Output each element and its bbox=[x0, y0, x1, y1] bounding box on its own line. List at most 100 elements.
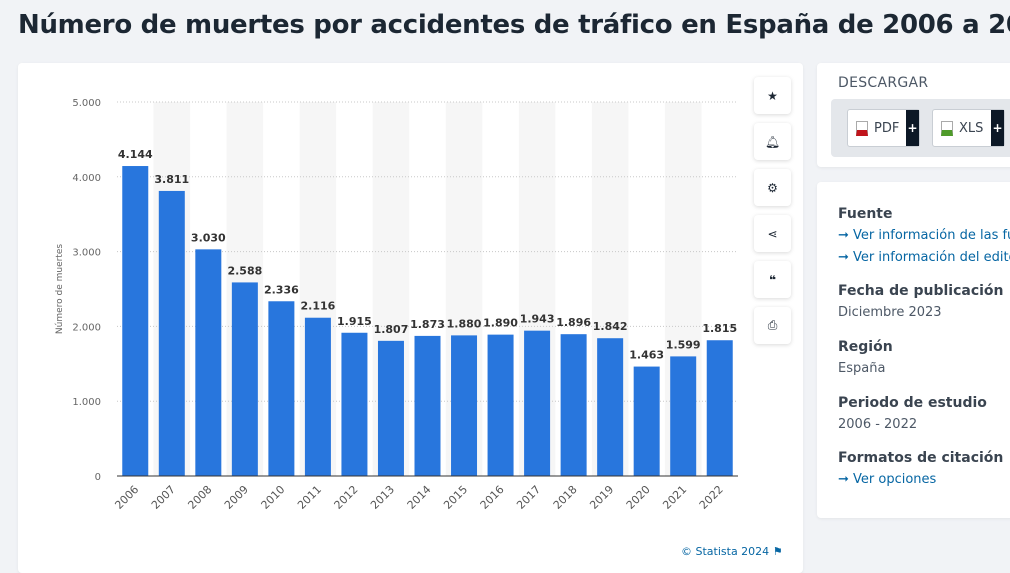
data-label: 1.880 bbox=[447, 317, 482, 330]
x-tick-label: 2018 bbox=[551, 483, 580, 512]
print-icon: ⎙ bbox=[767, 318, 778, 332]
x-tick-label: 2021 bbox=[660, 483, 689, 512]
download-options: PDF + XLS + bbox=[831, 99, 1010, 157]
data-label: 2.336 bbox=[264, 283, 299, 296]
bar bbox=[633, 366, 660, 476]
x-tick-label: 2020 bbox=[624, 483, 653, 512]
x-tick-label: 2009 bbox=[222, 483, 251, 512]
statista-credit[interactable]: © Statista 2024 ⚑ bbox=[681, 545, 783, 558]
y-tick-label: 3.000 bbox=[72, 248, 101, 259]
data-label: 4.144 bbox=[118, 148, 153, 161]
x-tick-label: 2012 bbox=[332, 483, 361, 512]
bar bbox=[122, 166, 149, 476]
bar bbox=[451, 335, 478, 476]
y-tick-label: 4.000 bbox=[72, 173, 101, 184]
x-tick-label: 2006 bbox=[112, 483, 141, 512]
x-tick-label: 2016 bbox=[478, 483, 507, 512]
data-label: 3.030 bbox=[191, 231, 226, 244]
download-title: DESCARGAR bbox=[838, 75, 929, 91]
plus-icon: + bbox=[906, 110, 919, 146]
bar bbox=[231, 282, 258, 476]
pdf-file-icon bbox=[856, 120, 868, 136]
favorite-button[interactable]: ★ bbox=[754, 77, 791, 114]
region-value: España bbox=[838, 361, 886, 376]
plus-icon: + bbox=[991, 110, 1004, 146]
data-label: 1.599 bbox=[666, 338, 701, 351]
data-label: 1.873 bbox=[410, 318, 445, 331]
data-label: 1.896 bbox=[556, 316, 591, 329]
data-label: 1.943 bbox=[520, 313, 555, 326]
region-heading: Región bbox=[838, 339, 893, 355]
flag-icon: ⚑ bbox=[772, 545, 783, 558]
download-card: DESCARGAR PDF + XLS + bbox=[817, 63, 1010, 167]
x-tick-label: 2010 bbox=[259, 483, 288, 512]
data-label: 1.815 bbox=[702, 322, 737, 335]
bar bbox=[158, 190, 185, 476]
data-label: 1.890 bbox=[483, 317, 518, 330]
bar bbox=[304, 317, 331, 476]
info-card: Fuente ➞ Ver información de las fuentes … bbox=[817, 182, 1010, 518]
x-tick-label: 2013 bbox=[368, 483, 397, 512]
download-xls-button[interactable]: XLS + bbox=[932, 109, 1005, 147]
share-icon: ⋖ bbox=[767, 226, 778, 241]
data-label: 1.915 bbox=[337, 315, 372, 328]
data-label: 1.842 bbox=[593, 320, 628, 333]
bell-icon: 🔔︎ bbox=[764, 134, 781, 149]
star-icon: ★ bbox=[767, 88, 778, 103]
page-title: Número de muertes por accidentes de tráf… bbox=[18, 10, 1010, 40]
bar bbox=[597, 338, 624, 476]
bar bbox=[195, 249, 222, 476]
y-tick-label: 5.000 bbox=[72, 98, 101, 109]
bar bbox=[670, 356, 697, 476]
bar bbox=[268, 301, 295, 476]
bar bbox=[341, 332, 368, 476]
citation-link[interactable]: ➞ Ver opciones bbox=[838, 472, 937, 487]
x-tick-label: 2011 bbox=[295, 483, 324, 512]
gear-icon: ⚙ bbox=[767, 180, 778, 195]
publisher-link-text: Ver información del editor bbox=[853, 250, 1010, 265]
publication-date-value: Diciembre 2023 bbox=[838, 305, 942, 320]
data-label: 1.807 bbox=[374, 323, 409, 336]
source-heading: Fuente bbox=[838, 206, 893, 222]
publisher-link[interactable]: ➞ Ver información del editor bbox=[838, 250, 1010, 265]
xls-file-icon bbox=[941, 120, 953, 136]
bar bbox=[560, 334, 587, 476]
y-tick-label: 2.000 bbox=[72, 322, 101, 333]
pdf-label: PDF bbox=[874, 120, 900, 136]
print-button[interactable]: ⎙ bbox=[754, 307, 791, 344]
data-label: 2.588 bbox=[227, 264, 262, 277]
x-tick-label: 2022 bbox=[697, 483, 726, 512]
cite-button[interactable]: ❝ bbox=[754, 261, 791, 298]
x-tick-label: 2008 bbox=[185, 483, 214, 512]
credit-text: © Statista 2024 bbox=[681, 545, 770, 558]
x-tick-label: 2007 bbox=[149, 483, 178, 512]
bar bbox=[524, 330, 551, 476]
period-heading: Periodo de estudio bbox=[838, 395, 987, 411]
y-axis-label: Número de muertes bbox=[55, 244, 65, 334]
citation-heading: Formatos de citación bbox=[838, 450, 1004, 466]
settings-button[interactable]: ⚙ bbox=[754, 169, 791, 206]
x-tick-label: 2019 bbox=[587, 483, 616, 512]
bar-chart: 0 1.000 2.000 3.000 4.000 5.000 Número de muer… bbox=[55, 98, 738, 512]
source-link[interactable]: ➞ Ver información de las fuentes bbox=[838, 228, 1010, 243]
download-pdf-button[interactable]: PDF + bbox=[847, 109, 920, 147]
quote-icon: ❝ bbox=[768, 272, 777, 287]
source-link-text: Ver información de las fuentes bbox=[853, 228, 1010, 243]
bar bbox=[414, 335, 441, 476]
xls-label: XLS bbox=[959, 120, 984, 136]
bar bbox=[377, 340, 404, 476]
publication-date-heading: Fecha de publicación bbox=[838, 283, 1004, 299]
y-tick-label: 0 bbox=[95, 472, 101, 483]
x-tick-label: 2014 bbox=[405, 483, 434, 512]
x-tick-label: 2015 bbox=[441, 483, 470, 512]
bar bbox=[706, 340, 733, 476]
data-label: 2.116 bbox=[301, 300, 336, 313]
y-tick-label: 1.000 bbox=[72, 397, 101, 408]
period-value: 2006 - 2022 bbox=[838, 417, 918, 432]
x-tick-label: 2017 bbox=[514, 483, 543, 512]
bar bbox=[487, 334, 514, 476]
share-button[interactable]: ⋖ bbox=[754, 215, 791, 252]
notification-button[interactable]: 🔔︎ bbox=[754, 123, 791, 160]
data-label: 1.463 bbox=[629, 349, 664, 362]
citation-link-text: Ver opciones bbox=[853, 472, 937, 487]
